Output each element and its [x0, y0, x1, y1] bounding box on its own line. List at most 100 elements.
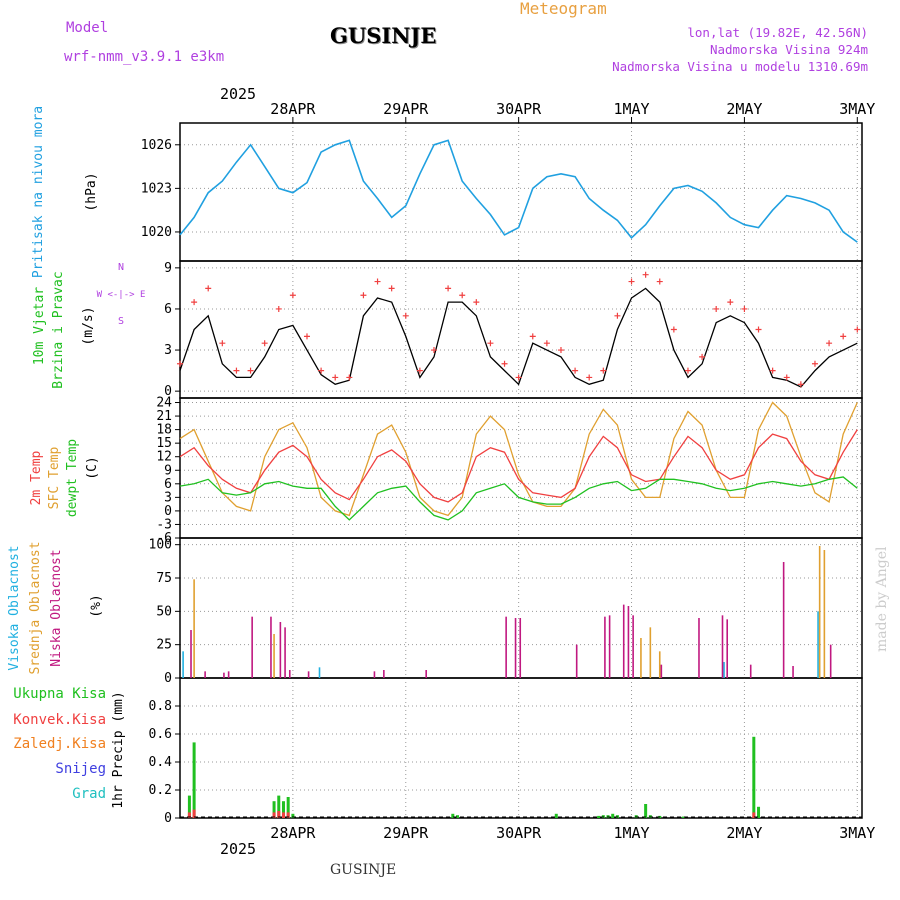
total-precip-bar [192, 742, 196, 818]
cloud-legend-high_cloud: Visoka Oblacnost [7, 545, 22, 670]
top-date-label: 29APR [383, 100, 429, 118]
gust-marker [826, 340, 833, 347]
gust-marker [656, 278, 663, 285]
cloud-unit-label: (%) [89, 594, 104, 617]
y-tick-label: 3 [164, 343, 172, 358]
total-precip-bar [456, 815, 460, 818]
gust-marker [642, 271, 649, 278]
gust-marker [614, 312, 621, 319]
bottom-date-label: 3MAY [839, 824, 875, 842]
top-date-label: 1MAY [613, 100, 649, 118]
y-tick-label: -3 [156, 517, 172, 532]
precip-unit-label: 1hr Precip (mm) [111, 691, 126, 808]
gust-marker [699, 353, 706, 360]
gust-marker [797, 381, 804, 388]
dewpt-line [179, 476, 858, 521]
footer-station: GUSINJE [330, 862, 397, 878]
y-tick-label: 0.4 [149, 755, 173, 770]
total-precip-bar [451, 813, 455, 818]
wind-legend-1: 10m Vjetar [32, 287, 47, 365]
y-tick-label: -6 [156, 531, 172, 546]
y-tick-label: 12 [156, 450, 172, 465]
temp-legend-temp2m: 2m Temp [29, 450, 44, 505]
gust-marker [445, 285, 452, 292]
total-precip-bar [286, 797, 290, 818]
cloud-legend-mid_cloud: Srednja Oblacnost [28, 541, 43, 674]
total-precip-bar [752, 736, 756, 818]
gust-marker [275, 305, 282, 312]
gust-marker [811, 360, 818, 367]
total-precip-bar [757, 806, 761, 818]
wind-unit-label: (m/s) [81, 306, 96, 345]
precip-legend-hail: Grad [72, 786, 106, 802]
gust-marker [430, 347, 437, 354]
total-precip-bar [272, 801, 276, 818]
y-tick-label: 9 [164, 463, 172, 478]
gust-marker [191, 299, 198, 306]
y-tick-label: 24 [156, 396, 172, 411]
panel-frame [179, 122, 863, 262]
lonlat-label: lon,lat (19.82E, 42.56N) [687, 25, 868, 40]
gust-marker [318, 367, 325, 374]
conv-precip-bar [752, 812, 756, 818]
gust-marker [332, 374, 339, 381]
meteogram-title: Meteogram [520, 0, 607, 18]
wind-speed-line [179, 287, 858, 388]
gust-marker [515, 374, 522, 381]
gust-marker [303, 333, 310, 340]
compass-south: S [118, 316, 124, 327]
y-tick-label: 0.6 [149, 727, 172, 742]
top-date-label: 30APR [496, 100, 542, 118]
gust-marker [416, 367, 423, 374]
y-tick-label: 0 [164, 384, 172, 399]
y-tick-label: 6 [164, 477, 172, 492]
gust-marker [402, 312, 409, 319]
total-precip-bar [597, 815, 601, 818]
model-label: Model [66, 20, 109, 36]
elevation-label: Nadmorska Visina 924m [709, 42, 868, 57]
total-precip-bar [681, 816, 685, 818]
precip-legend-conv_precip: Konvek.Kisa [13, 712, 106, 728]
gust-marker [755, 326, 762, 333]
gust-marker [840, 333, 847, 340]
total-precip-bar [291, 813, 295, 818]
total-precip-bar [281, 801, 285, 818]
conv-precip-bar [192, 809, 196, 818]
y-tick-label: 50 [156, 604, 172, 619]
compass-ew: W <-|-> E [97, 290, 146, 300]
gust-marker [205, 285, 212, 292]
bottom-date-label: 1MAY [613, 824, 649, 842]
gust-marker [233, 367, 240, 374]
y-tick-label: 15 [156, 436, 172, 451]
pressure-unit-label: (hPa) [84, 172, 99, 211]
gust-marker [289, 292, 296, 299]
panel-frame [179, 397, 863, 539]
total-precip-bar [554, 813, 558, 818]
precip-legend-frz_precip: Zaledj.Kisa [13, 736, 106, 752]
top-date-label: 28APR [270, 100, 316, 118]
gust-marker [487, 340, 494, 347]
bottom-date-label: 29APR [383, 824, 429, 842]
y-tick-label: 1023 [141, 181, 172, 196]
top-year-label: 2025 [220, 85, 256, 103]
total-precip-bar [611, 813, 615, 818]
model-name: wrf-nmm_v3.9.1 e3km [64, 49, 225, 65]
gust-marker [247, 367, 254, 374]
bottom-date-label: 2MAY [726, 824, 762, 842]
gust-marker [684, 367, 691, 374]
y-tick-label: 1026 [141, 138, 172, 153]
temp-legend-sfc: SFC Temp [47, 447, 62, 510]
bottom-date-label: 30APR [496, 824, 542, 842]
y-tick-label: 25 [156, 638, 172, 653]
gust-marker [374, 278, 381, 285]
y-tick-label: 1020 [141, 225, 172, 240]
gust-marker [628, 278, 635, 285]
gust-marker [219, 340, 226, 347]
y-tick-label: 0 [164, 671, 172, 686]
temp-unit-label: (C) [85, 456, 100, 479]
gust-marker [177, 360, 183, 367]
gust-marker [670, 326, 677, 333]
station-title: GUSINJE [330, 23, 437, 48]
gust-marker [572, 367, 579, 374]
